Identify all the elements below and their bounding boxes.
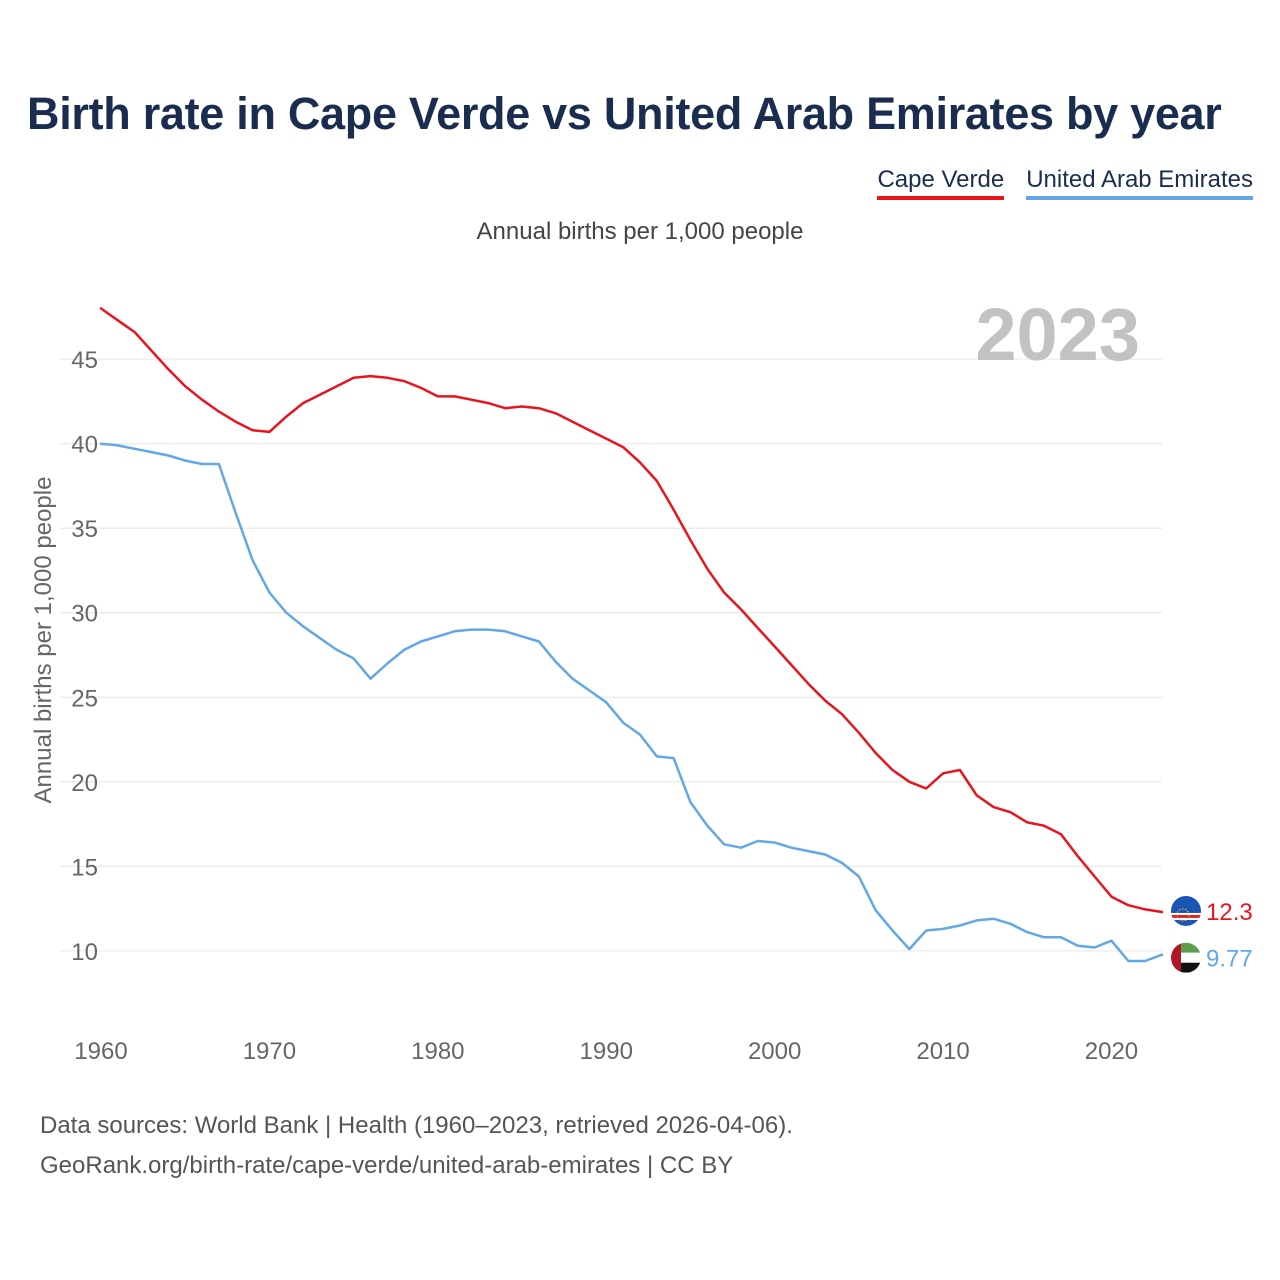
x-tick-label: 1980 — [411, 1038, 464, 1065]
y-tick-label: 10 — [71, 939, 98, 966]
footer: Data sources: World Bank | Health (1960–… — [40, 1106, 793, 1186]
y-tick-label: 15 — [71, 854, 98, 881]
x-tick-label: 2000 — [748, 1038, 801, 1065]
x-tick-label: 2010 — [916, 1038, 969, 1065]
y-tick-label: 25 — [71, 685, 98, 712]
legend-item-cape-verde[interactable]: Cape Verde — [877, 166, 1005, 200]
series-line-cape-verde[interactable] — [99, 307, 1164, 914]
source-link[interactable]: GeoRank.org/birth-rate/cape-verde/united… — [40, 1152, 734, 1179]
legend-item-united-arab-emirates[interactable]: United Arab Emirates — [1026, 166, 1253, 200]
x-tick-label: 2020 — [1085, 1038, 1138, 1065]
chart-subtitle: Annual births per 1,000 people — [476, 218, 804, 245]
x-tick-label: 1960 — [74, 1038, 127, 1065]
chart-title: Birth rate in Cape Verde vs United Arab … — [27, 88, 1222, 139]
y-tick-label: 35 — [71, 516, 98, 543]
y-tick-label: 40 — [71, 432, 98, 459]
x-tick-label: 1970 — [243, 1038, 296, 1065]
axis-ticks: 10 15 20 25 30 35 40 45 1960 1970 1980 1990 2000 2010… — [71, 347, 1138, 1065]
data-source-text: Data sources: World Bank | Health (1960–… — [40, 1112, 793, 1139]
gridlines — [60, 358, 1162, 952]
series — [99, 307, 1164, 963]
legend: Cape Verde United Arab Emirates — [877, 166, 1253, 200]
end-labels: 12.3 9.77 — [1171, 895, 1253, 973]
x-tick-label: 1990 — [580, 1038, 633, 1065]
end-value-label: 9.77 — [1206, 946, 1253, 973]
cape-verde-flag-icon — [1171, 895, 1201, 926]
y-tick-label: 20 — [71, 770, 98, 797]
end-value-label: 12.3 — [1206, 899, 1253, 926]
series-line-united-arab-emirates[interactable] — [99, 442, 1164, 963]
y-tick-label: 45 — [71, 347, 98, 374]
y-axis-label: Annual births per 1,000 people — [30, 477, 57, 804]
y-tick-label: 30 — [71, 601, 98, 628]
uae-flag-icon — [1171, 942, 1201, 973]
year-watermark: 2023 — [975, 293, 1140, 376]
